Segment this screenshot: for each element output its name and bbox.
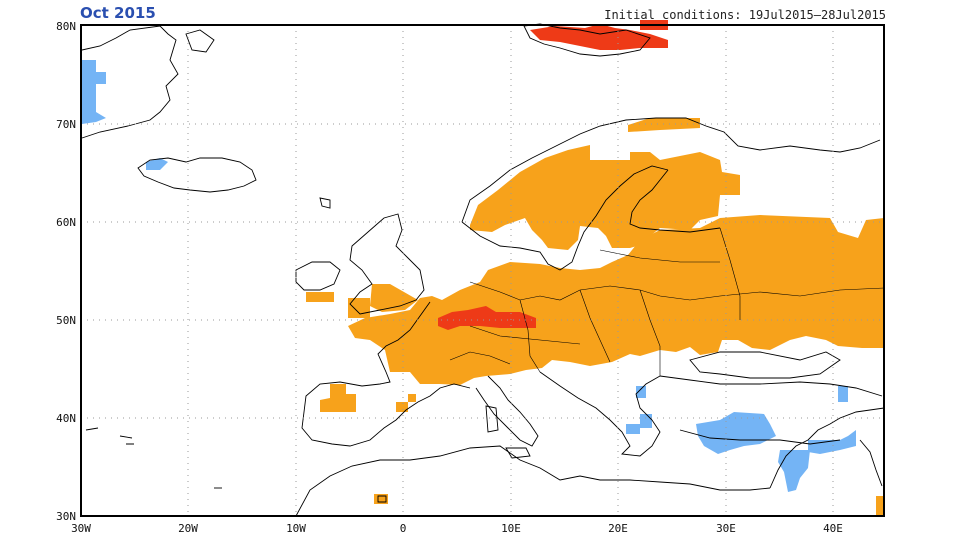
lon-tick-0: 0: [400, 522, 407, 535]
initial-conditions-label: Initial conditions: 19Jul2015–28Jul2015: [604, 8, 886, 22]
lat-tick-40n: 40N: [56, 412, 76, 425]
lon-tick-10e: 10E: [501, 522, 521, 535]
cool-regions: [82, 60, 856, 492]
lat-tick-50n: 50N: [56, 314, 76, 327]
coastlines: [81, 23, 885, 517]
lat-tick-30n: 30N: [56, 510, 76, 523]
map-title: Oct 2015: [80, 4, 156, 22]
lat-tick-80n: 80N: [56, 20, 76, 33]
lat-tick-70n: 70N: [56, 118, 76, 131]
map-frame: [80, 24, 885, 517]
lon-tick-30e: 30E: [716, 522, 736, 535]
longitude-ticks: 30W 20W 10W 0 10E 20E 30E 40E: [71, 522, 843, 535]
lon-tick-40e: 40E: [823, 522, 843, 535]
latitude-ticks: 30N 40N 50N 60N 70N 80N: [56, 20, 76, 523]
lon-tick-20e: 20E: [608, 522, 628, 535]
lon-tick-10w: 10W: [286, 522, 306, 535]
lon-tick-20w: 20W: [178, 522, 198, 535]
lat-tick-60n: 60N: [56, 216, 76, 229]
lon-tick-30w: 30W: [71, 522, 91, 535]
